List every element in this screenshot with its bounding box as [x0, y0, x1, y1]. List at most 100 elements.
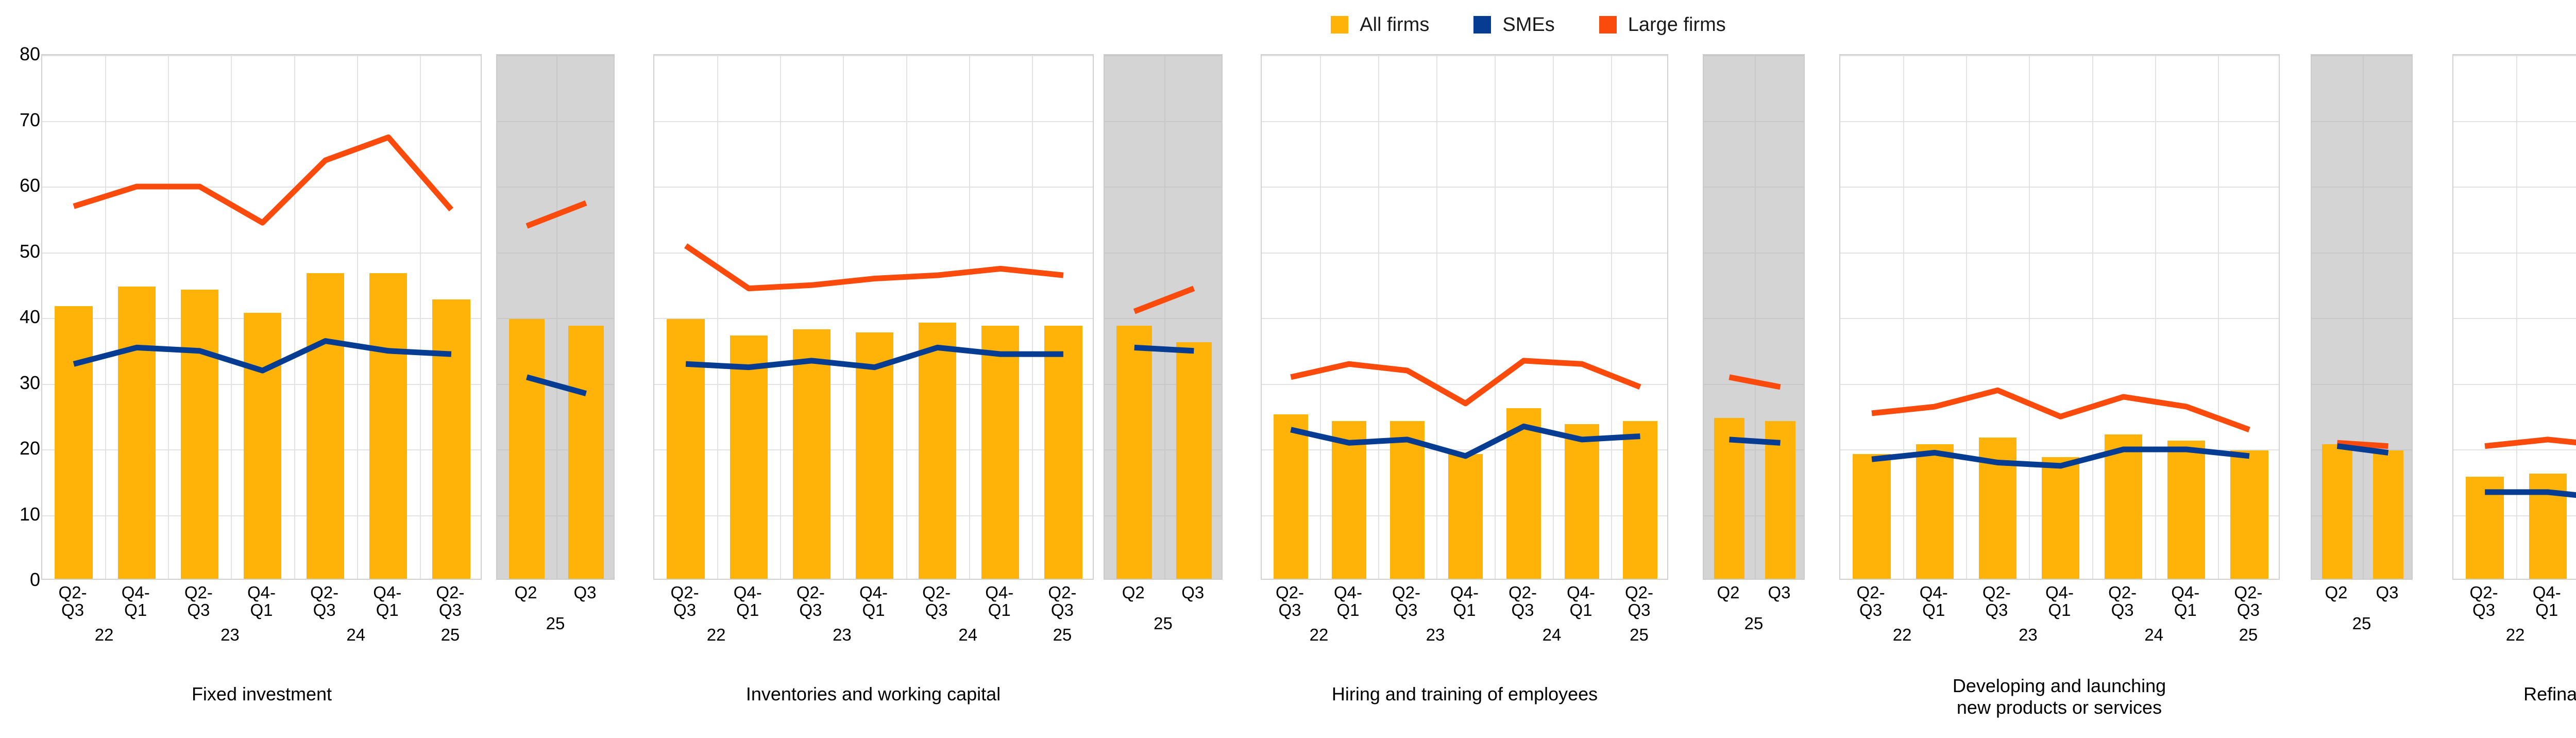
chart-panel	[1839, 54, 2280, 580]
x-axis-tick-label: Q4- Q1	[1450, 583, 1479, 619]
legend-smes-label: SMEs	[1502, 14, 1555, 36]
line-series-layer	[2484, 437, 2576, 498]
gridline-vertical	[969, 55, 970, 579]
x-axis-tick-label: Q2- Q3	[436, 583, 465, 619]
gridline-horizontal	[2453, 121, 2576, 122]
gridline-horizontal	[1105, 55, 1222, 56]
gridline-horizontal	[1105, 515, 1222, 516]
x-axis-tick-label: Q2- Q3	[1048, 583, 1077, 619]
gridline-vertical	[1031, 55, 1033, 579]
bar-all-firms	[55, 306, 93, 579]
x-axis-year-label: 25	[1630, 625, 1649, 644]
gridline-vertical	[906, 55, 907, 579]
line-large-firms	[1728, 374, 1781, 390]
bar-all-firms	[307, 273, 345, 579]
gridline-horizontal	[1840, 121, 2279, 122]
gridline-horizontal	[654, 318, 1093, 319]
x-axis-year-label: 24	[346, 625, 366, 644]
bar-all-firms	[1506, 408, 1541, 579]
x-axis-tick-label: Q2- Q3	[1624, 583, 1654, 619]
x-axis-tick-label: Q2- Q3	[1392, 583, 1421, 619]
gridline-horizontal	[42, 187, 481, 188]
gridline-vertical	[2217, 55, 2219, 579]
x-axis-tick-label: Q3	[573, 583, 597, 602]
bar-all-firms	[2041, 457, 2080, 579]
gridline-horizontal	[1840, 318, 2279, 319]
bar-all-firms	[1331, 421, 1367, 579]
bar-all-firms	[2321, 444, 2353, 579]
chart-panel-forecast	[2311, 54, 2413, 580]
panel-title: Fixed investment	[191, 683, 332, 705]
chart-panel	[653, 54, 1094, 580]
gridline-horizontal	[1105, 121, 1222, 122]
x-axis-tick-label: Q2- Q3	[2469, 583, 2498, 619]
legend-large-firms[interactable]: Large firms	[1599, 15, 1726, 35]
gridline-horizontal	[1262, 383, 1667, 385]
gridline-horizontal	[42, 55, 481, 56]
x-axis-tick-label: Q4- Q1	[1919, 583, 1948, 619]
bar-all-firms	[1044, 326, 1082, 579]
bar-all-firms	[117, 286, 156, 579]
bar-all-firms	[568, 326, 604, 579]
line-series-layer	[73, 134, 454, 374]
gridline-vertical	[780, 55, 782, 579]
gridline-horizontal	[2312, 187, 2412, 188]
x-axis-year-label: 24	[958, 625, 978, 644]
gridline-horizontal	[2312, 121, 2412, 122]
bar-all-firms	[1448, 454, 1483, 579]
line-smes	[1290, 423, 1640, 459]
legend-all-firms-swatch	[1331, 16, 1349, 33]
bar-all-firms	[792, 329, 831, 579]
gridline-vertical	[843, 55, 844, 579]
x-axis-year-label: 25	[2239, 625, 2258, 644]
gridline-horizontal	[497, 515, 614, 516]
gridline-horizontal	[497, 55, 614, 56]
line-smes	[1134, 344, 1194, 354]
gridline-horizontal	[497, 449, 614, 450]
gridline-horizontal	[1704, 252, 1804, 254]
gridline-horizontal	[1704, 187, 1804, 188]
x-axis-tick-label: Q4- Q1	[2045, 583, 2074, 619]
gridline-vertical	[2155, 55, 2156, 579]
legend-smes[interactable]: SMEs	[1473, 14, 1555, 36]
gridline-vertical	[1755, 55, 1756, 579]
y-axis-tick-label: 80	[19, 43, 40, 64]
gridline-horizontal	[1105, 449, 1222, 450]
x-axis-year-label: 23	[2019, 625, 2038, 644]
y-axis-tick-label: 70	[19, 109, 40, 130]
gridline-vertical	[231, 55, 232, 579]
x-axis-year-label: 25	[1154, 614, 1173, 633]
gridline-vertical	[105, 55, 107, 579]
gridline-horizontal	[654, 252, 1093, 254]
x-axis-tick-label: Q4- Q1	[859, 583, 888, 619]
legend-all-firms[interactable]: All firms	[1331, 15, 1429, 35]
gridline-horizontal	[2312, 55, 2412, 56]
x-axis-tick-label: Q4- Q1	[373, 583, 402, 619]
x-axis-year-label: 22	[1892, 625, 1912, 644]
gridline-horizontal	[2453, 318, 2576, 319]
bar-all-firms	[1853, 454, 1891, 579]
bar-all-firms	[2230, 450, 2268, 579]
x-axis-year-label: 25	[2352, 614, 2371, 633]
gridline-vertical	[556, 55, 557, 579]
bar-all-firms	[1116, 326, 1153, 579]
bar-all-firms	[243, 312, 282, 579]
gridline-vertical	[1378, 55, 1379, 579]
chart-panel-forecast	[1703, 54, 1805, 580]
x-axis-year-label: 24	[2144, 625, 2164, 644]
gridline-horizontal	[1105, 318, 1222, 319]
line-large-firms	[2337, 440, 2388, 449]
x-axis-tick-label: Q2	[1717, 583, 1740, 602]
legend-large-firms-swatch	[1599, 16, 1617, 33]
gridline-horizontal	[1262, 121, 1667, 122]
gridline-horizontal	[1262, 187, 1667, 188]
gridline-horizontal	[2453, 252, 2576, 254]
bar-all-firms	[2167, 441, 2206, 579]
gridline-horizontal	[1704, 55, 1804, 56]
x-axis-year-label: 22	[94, 625, 114, 644]
gridline-horizontal	[1262, 449, 1667, 450]
line-series-layer	[1290, 358, 1641, 459]
line-series-layer	[2336, 440, 2389, 456]
